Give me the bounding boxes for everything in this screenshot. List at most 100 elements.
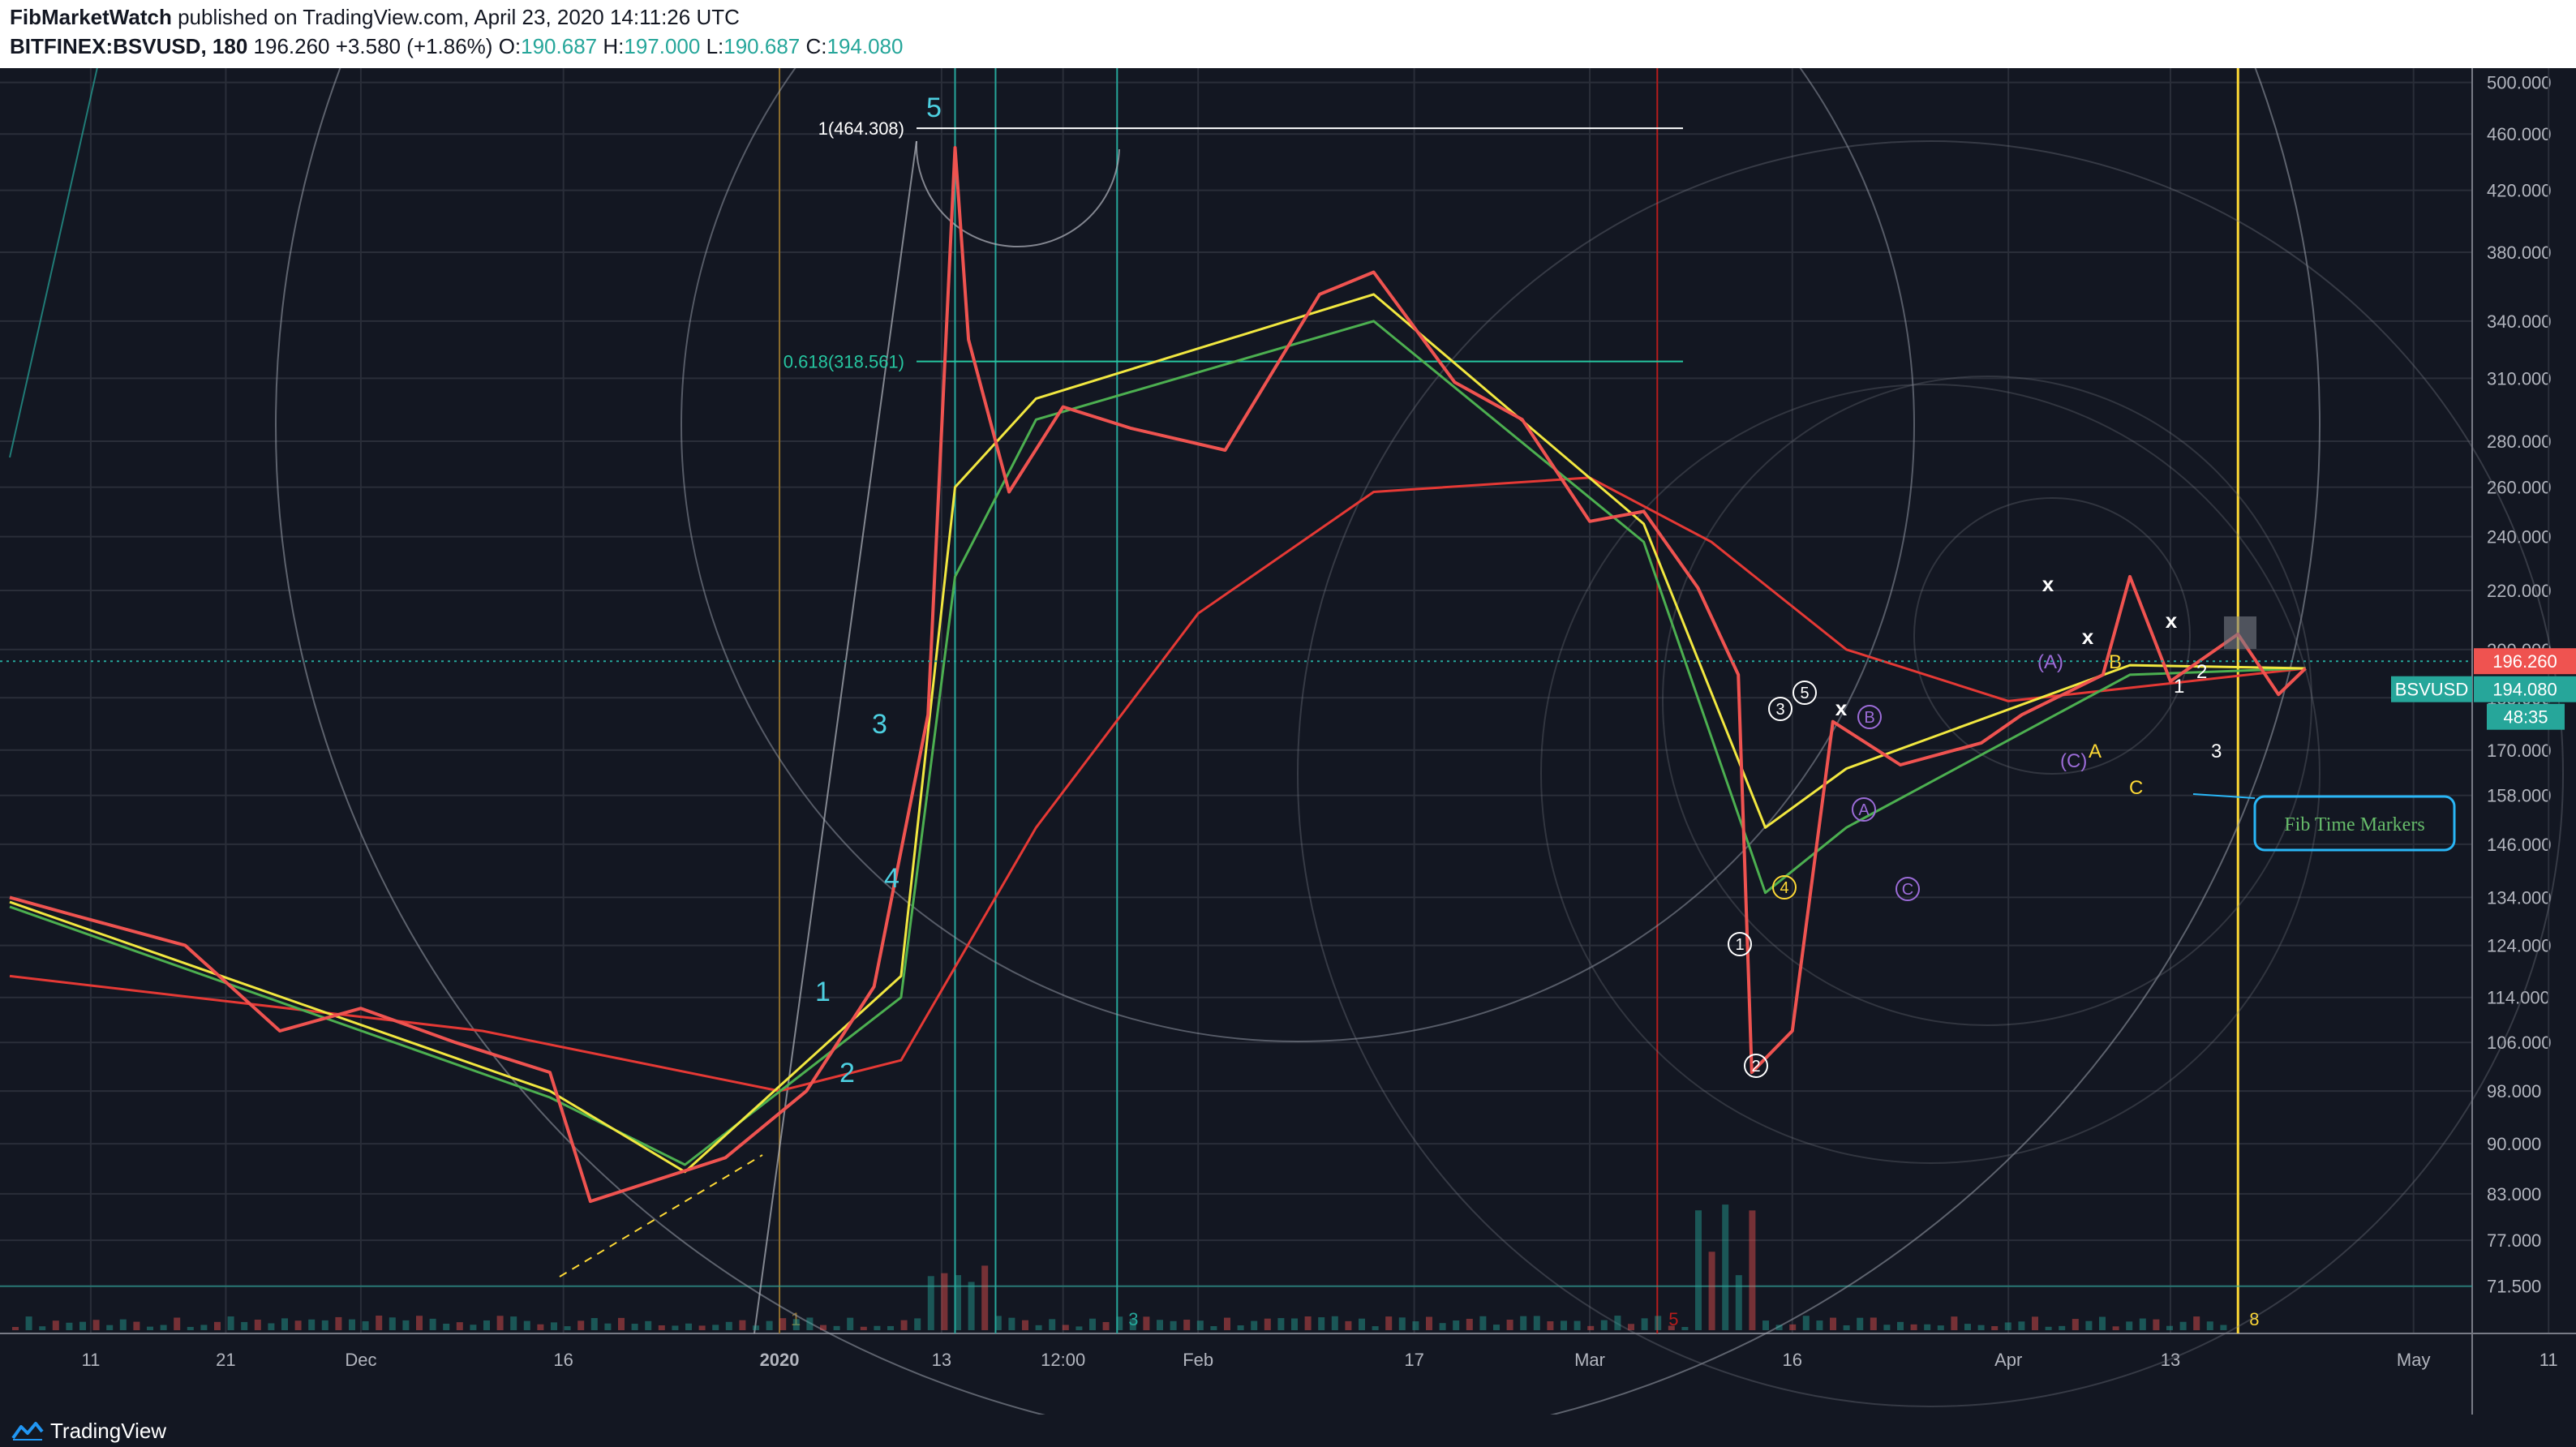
volume-bar — [779, 1318, 787, 1330]
circled-label-ring — [1896, 877, 1920, 901]
volume-bar — [66, 1322, 73, 1330]
volume-bar — [147, 1326, 153, 1330]
volume-bar — [1116, 1316, 1123, 1330]
volume-bar — [2112, 1326, 2119, 1330]
wave-label: 4 — [884, 863, 899, 894]
volume-bar — [2126, 1321, 2133, 1330]
tradingview-logo[interactable]: TradingView — [11, 1419, 166, 1443]
volume-bar — [1264, 1318, 1271, 1330]
fib-level-0618-label: 0.618(318.561) — [784, 352, 904, 372]
trend-line-left — [9, 68, 98, 458]
price-chart[interactable]: 500.000 460.000 420.000 380.000 340.000 310.0… — [0, 68, 2576, 1415]
volume-bar — [1089, 1318, 1096, 1330]
wave-abc-label: 1 — [2174, 676, 2184, 698]
chart-area[interactable]: 500.000 460.000 420.000 380.000 340.000 310.0… — [0, 68, 2576, 1415]
y-tick-label: 170.000 — [2487, 741, 2552, 761]
x-tick-label: 12:00 — [1041, 1350, 1085, 1370]
volume-bar — [1493, 1325, 1500, 1330]
y-tick-label: 134.000 — [2487, 887, 2552, 908]
volume-bar — [2018, 1321, 2025, 1330]
x-mark: x — [2082, 625, 2094, 649]
x-tick-label: Mar — [1574, 1350, 1605, 1370]
volume-bar — [1735, 1275, 1742, 1330]
volume-bar — [941, 1273, 948, 1330]
publisher-name[interactable]: FibMarketWatch — [10, 5, 172, 29]
volume-bar — [1614, 1316, 1621, 1330]
x-tick-label: 17 — [1404, 1350, 1423, 1370]
low-value: 190.687 — [723, 34, 801, 58]
fib-fan-line — [753, 140, 917, 1334]
circled-label-ring — [1852, 797, 1876, 822]
x-tick-label: 2020 — [760, 1350, 800, 1370]
close-value: 194.080 — [826, 34, 904, 58]
volume-bar — [2166, 1325, 2173, 1330]
fib-circle-2 — [1297, 140, 2564, 1407]
y-tick-label: 310.000 — [2487, 368, 2552, 389]
volume-bar — [1331, 1316, 1338, 1330]
x-mark: x — [2166, 608, 2178, 633]
y-tick-label: 158.000 — [2487, 786, 2552, 806]
volume-bar — [1695, 1210, 1702, 1330]
volume-bar — [1897, 1321, 1904, 1330]
x-mark: x — [2042, 572, 2054, 596]
y-tick-label: 340.000 — [2487, 311, 2552, 332]
fib-circle-3 — [1540, 384, 2321, 1164]
volume-bar — [672, 1325, 679, 1330]
volume-bar — [1277, 1318, 1285, 1330]
x-tick-label: 16 — [553, 1350, 573, 1370]
volume-bar — [1924, 1324, 1931, 1330]
volume-bar — [1600, 1320, 1608, 1330]
volume-bar — [1708, 1252, 1715, 1330]
volume-bar — [1210, 1325, 1217, 1330]
volume-bar — [470, 1325, 477, 1330]
marker-box — [2224, 616, 2256, 649]
volume-bar — [1977, 1325, 1985, 1330]
volume-bar — [1479, 1316, 1487, 1330]
volume-bar — [2179, 1321, 2187, 1330]
volume-bar — [1304, 1316, 1312, 1330]
publish-line: FibMarketWatch published on TradingView.… — [10, 5, 740, 30]
volume-bar — [349, 1319, 355, 1330]
ema-fast-line — [9, 293, 2306, 1174]
volume-bar — [806, 1317, 814, 1330]
volume-bar — [281, 1318, 288, 1330]
y-tick-label: 114.000 — [2487, 988, 2550, 1008]
volume-bar — [483, 1320, 490, 1330]
volume-bar — [1628, 1324, 1634, 1330]
x-mark: x — [1835, 696, 1848, 720]
volume-bar — [510, 1316, 517, 1330]
fib-arc-top — [915, 140, 1120, 248]
volume-bar — [2206, 1321, 2213, 1330]
volume-bar — [900, 1320, 908, 1330]
volume-bar — [1668, 1325, 1675, 1330]
volume-bar — [1439, 1323, 1446, 1330]
plot-background — [0, 68, 2576, 1415]
volume-bar — [1251, 1320, 1258, 1330]
countdown-tag — [2487, 703, 2565, 730]
y-tick-label: 280.000 — [2487, 432, 2552, 452]
volume-bar — [429, 1318, 436, 1330]
volume-bar — [551, 1322, 557, 1330]
wave-label: 3 — [872, 709, 887, 740]
circled-label-ring — [1772, 875, 1797, 900]
symbol-tag — [2391, 676, 2472, 702]
volume-bar — [927, 1276, 934, 1330]
symbol-label[interactable]: BITFINEX:BSVUSD, 180 — [10, 34, 248, 58]
volume-bar — [1143, 1316, 1150, 1330]
volume-bar — [1520, 1316, 1527, 1330]
volume-bar — [847, 1317, 854, 1330]
volume-bar — [968, 1282, 975, 1330]
callout-box — [2253, 795, 2456, 852]
wave-abc-label: (C) — [2060, 750, 2087, 772]
volume-bar — [1722, 1204, 1729, 1330]
volume-bar — [1075, 1326, 1083, 1330]
volume-bar — [1398, 1317, 1406, 1330]
circled-label-ring — [1768, 697, 1792, 721]
volume-bar — [2045, 1326, 2052, 1330]
volume-bar — [1574, 1320, 1581, 1330]
volume-bar — [200, 1325, 208, 1330]
volume-bar — [321, 1320, 328, 1330]
fib-circle-5 — [1913, 497, 2191, 775]
volume-bar — [955, 1275, 961, 1330]
last-price: 196.260 — [253, 34, 330, 58]
